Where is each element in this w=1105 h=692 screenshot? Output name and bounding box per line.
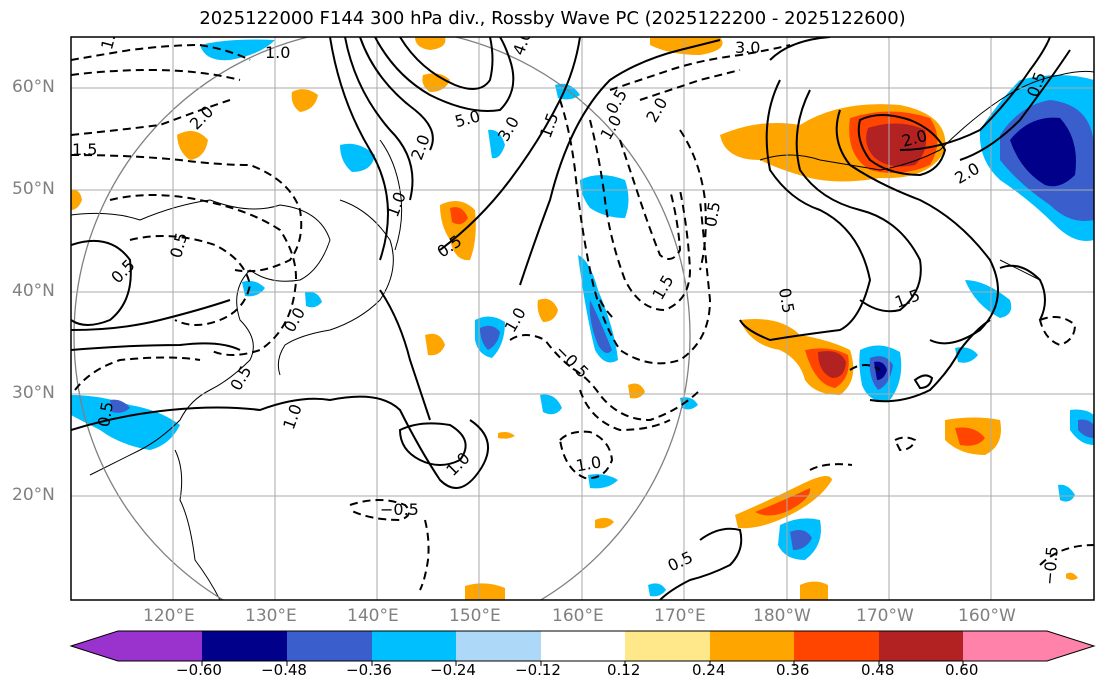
- colorbar-bin: [372, 631, 456, 661]
- gridlines: [71, 37, 1094, 600]
- lon-label-130e: 130°E: [245, 606, 297, 626]
- colorbar: [69, 630, 1096, 666]
- negative-contours: [71, 43, 1094, 591]
- lon-label-180w: 180°W: [753, 606, 811, 626]
- colorbar-bin: [541, 631, 625, 661]
- colorbar-bin: [879, 631, 963, 661]
- map-frame: [70, 36, 1095, 601]
- contour-label: 3.0: [735, 38, 760, 57]
- colorbar-tick-label: 0.24: [692, 661, 726, 679]
- chart-title: 2025122000 F144 300 hPa div., Rossby Wav…: [199, 8, 906, 29]
- colorbar-tick-label: −0.36: [346, 661, 392, 679]
- rossby-wave-circle: [73, 37, 691, 600]
- colorbar-tick-label: 0.48: [861, 661, 895, 679]
- lat-label-60n: 60°N: [12, 77, 55, 97]
- contour-label: 1.5: [72, 140, 97, 159]
- positive-contours: [71, 37, 1071, 600]
- colorbar-tick-label: −0.24: [430, 661, 476, 679]
- colorbar-tick-label: 0.12: [607, 661, 641, 679]
- lat-label-40n: 40°N: [12, 281, 55, 301]
- lon-label-160w: 160°W: [958, 606, 1016, 626]
- contour-label: 1.0: [265, 43, 290, 62]
- contour-label: 1.5: [97, 22, 122, 52]
- colorbar-tick-label: 0.36: [776, 661, 810, 679]
- lon-label-170w: 170°W: [856, 606, 914, 626]
- colorbar-bin: [202, 631, 287, 661]
- lon-label-150e: 150°E: [449, 606, 501, 626]
- colorbar-tick-label: −0.60: [176, 661, 222, 679]
- contour-label: 1.0: [574, 452, 602, 475]
- lat-label-30n: 30°N: [12, 383, 55, 403]
- colorbar-bin: [794, 631, 879, 661]
- lon-label-170e: 170°E: [654, 606, 706, 626]
- contour-label: 0.5: [94, 400, 117, 428]
- colorbar-extend-low: [71, 631, 202, 661]
- colorbar-bin: [710, 631, 794, 661]
- colorbar-bin: [456, 631, 541, 661]
- contour-label-group: 1.5 1.0 2.0 1.5 0.5 0.5 0.5 4.0 5.0 3.0 …: [72, 22, 1062, 586]
- contour-label: −0.5: [380, 500, 419, 519]
- contour-label: −0.5: [1040, 545, 1062, 585]
- colorbar-extend-high: [963, 631, 1094, 661]
- lat-label-20n: 20°N: [12, 485, 55, 505]
- contour-label: 0.5: [775, 286, 798, 314]
- colorbar-bin: [625, 631, 710, 661]
- coastlines: [71, 70, 1094, 600]
- contour-label: 0.5: [701, 200, 724, 228]
- lon-label-160e: 160°E: [552, 606, 604, 626]
- colorbar-tick-label: 0.60: [945, 661, 979, 679]
- colorbar-tick-label: −0.12: [515, 661, 561, 679]
- colorbar-tick-label: −0.48: [261, 661, 307, 679]
- colorbar-bin: [287, 631, 372, 661]
- lat-label-50n: 50°N: [12, 179, 55, 199]
- lon-label-120e: 120°E: [143, 606, 195, 626]
- lon-label-140e: 140°E: [347, 606, 399, 626]
